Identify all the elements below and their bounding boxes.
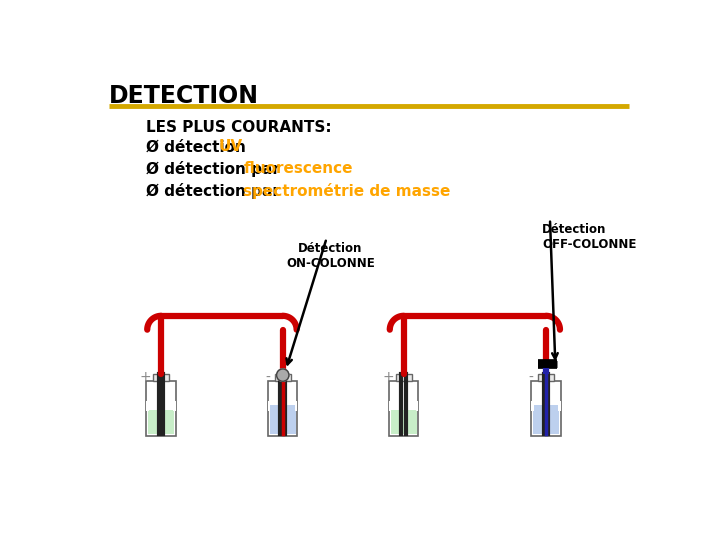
Bar: [559, 401, 561, 411]
Text: -: -: [265, 370, 270, 384]
Bar: [390, 410, 417, 434]
Bar: [531, 401, 534, 411]
Text: LES PLUS COURANTS:: LES PLUS COURANTS:: [145, 120, 331, 135]
Bar: [538, 374, 554, 381]
Bar: [275, 374, 291, 381]
Text: fluorescence: fluorescence: [243, 161, 353, 176]
Bar: [416, 401, 418, 411]
Text: Détection
OFF-COLONNE: Détection OFF-COLONNE: [542, 222, 636, 251]
Text: -: -: [528, 370, 533, 384]
Bar: [174, 401, 176, 411]
Text: DETECTION: DETECTION: [109, 84, 258, 108]
Bar: [148, 410, 174, 434]
Bar: [533, 405, 559, 434]
Bar: [146, 401, 149, 411]
Text: +: +: [140, 370, 151, 384]
Bar: [295, 401, 297, 411]
Text: UV: UV: [219, 139, 243, 154]
Bar: [389, 401, 392, 411]
Text: Ø détection: Ø détection: [145, 139, 251, 154]
Text: Détection
ON-COLONNE: Détection ON-COLONNE: [286, 242, 375, 270]
Text: Ø détection par: Ø détection par: [145, 183, 285, 199]
Text: +: +: [382, 370, 394, 384]
Bar: [395, 374, 412, 381]
Bar: [146, 381, 176, 436]
Bar: [389, 381, 418, 436]
Bar: [268, 381, 297, 436]
Circle shape: [276, 369, 289, 381]
Text: Ø détection par: Ø détection par: [145, 161, 285, 177]
Bar: [531, 381, 561, 436]
Bar: [270, 405, 296, 434]
Text: spectrométrie de masse: spectrométrie de masse: [243, 183, 451, 199]
Bar: [153, 374, 169, 381]
Bar: [268, 401, 271, 411]
